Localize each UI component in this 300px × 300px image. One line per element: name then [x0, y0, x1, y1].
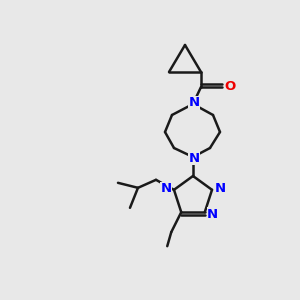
- Text: O: O: [224, 80, 236, 94]
- Text: N: N: [188, 97, 200, 110]
- Text: N: N: [160, 182, 172, 195]
- Text: N: N: [214, 182, 226, 195]
- Text: N: N: [188, 152, 200, 164]
- Text: N: N: [207, 208, 218, 221]
